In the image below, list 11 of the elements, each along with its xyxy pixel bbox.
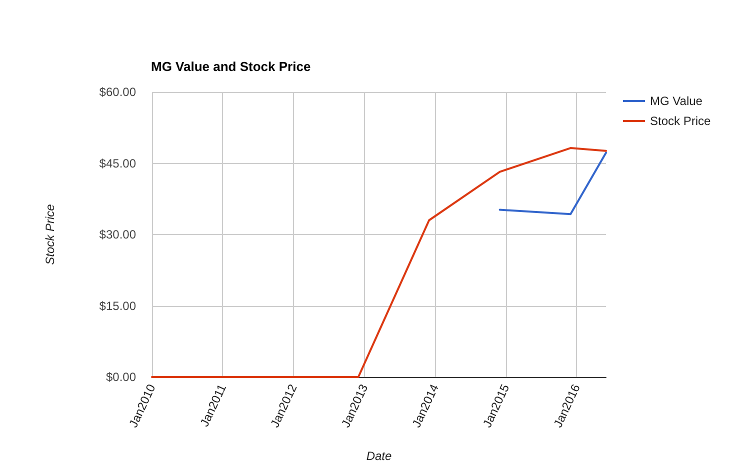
y-tick-label: $30.00 <box>99 228 136 242</box>
y-tick-label: $15.00 <box>99 298 136 313</box>
legend-label: Stock Price <box>650 114 712 128</box>
x-axis-title: Date <box>366 449 392 463</box>
y-tick-label: $45.00 <box>99 156 136 170</box>
legend-label: MG Value <box>650 94 703 108</box>
y-axis-title: Stock Price <box>43 204 57 265</box>
chart-title: MG Value and Stock Price <box>151 59 311 74</box>
y-tick-label: $0.00 <box>106 370 136 384</box>
line-series <box>151 147 607 378</box>
y-tick-label: $60.00 <box>99 85 136 99</box>
